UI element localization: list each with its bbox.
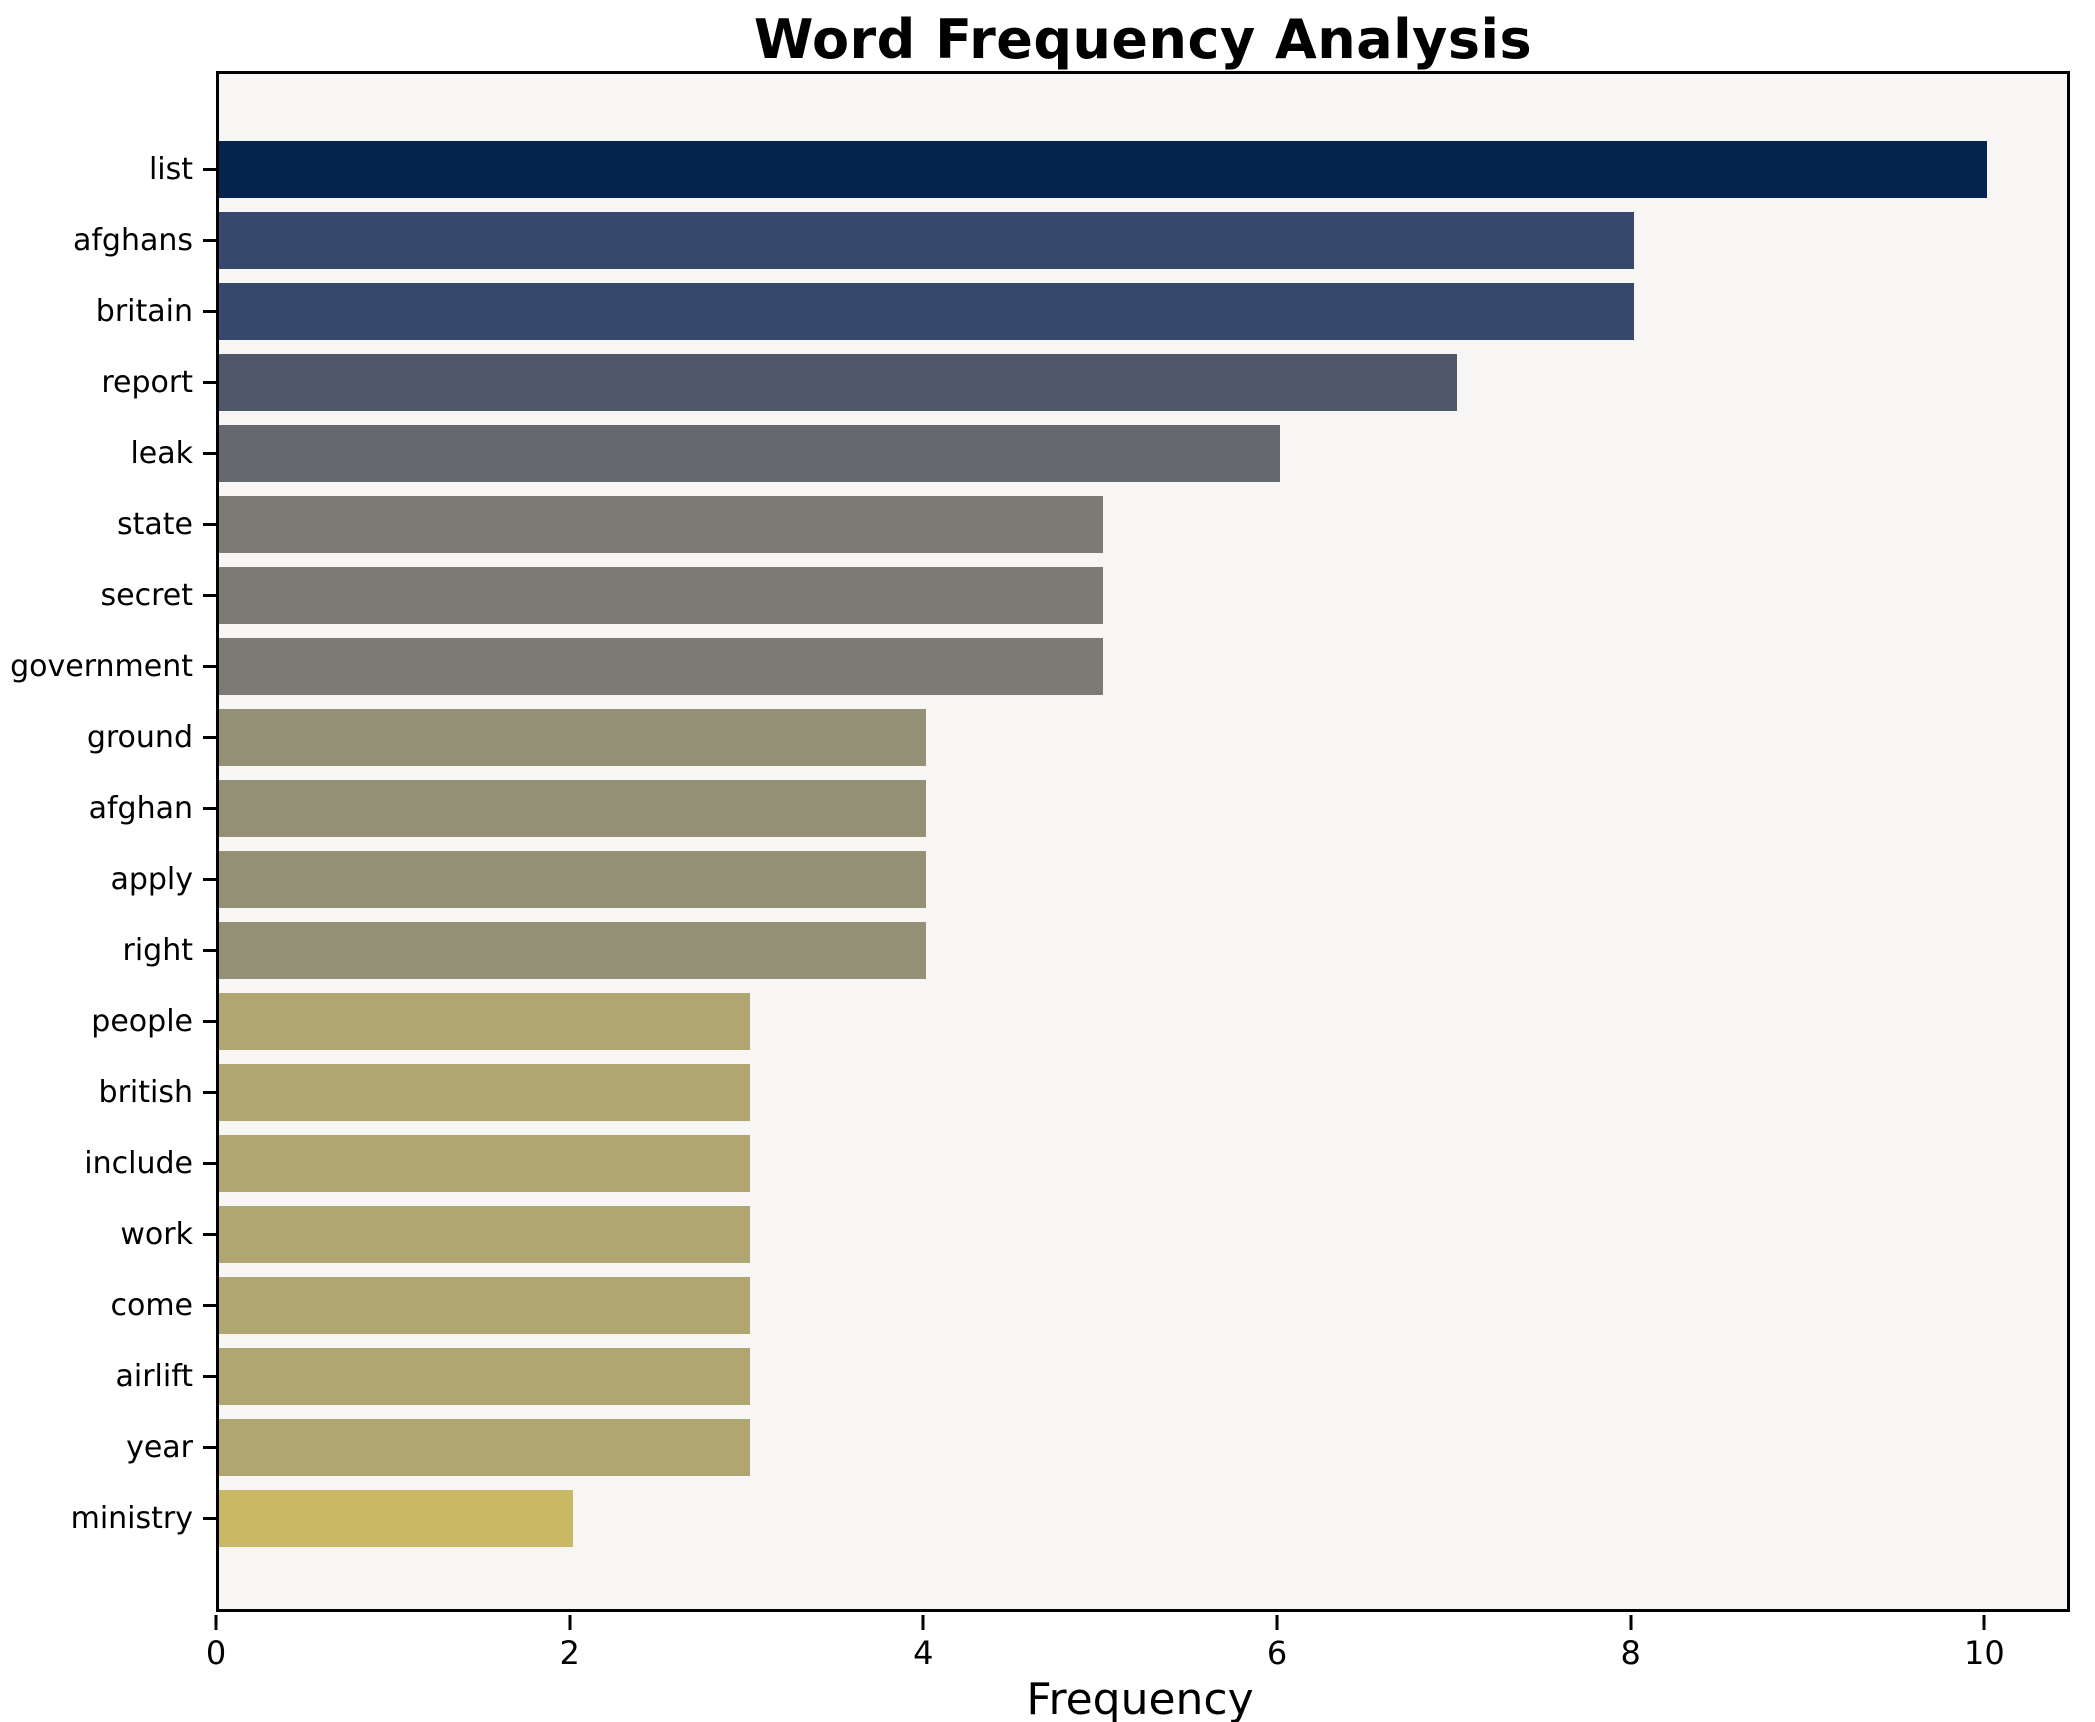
bar-airlift [219,1348,750,1405]
y-tick-label: state [117,507,193,542]
y-tick-label: secret [100,578,193,613]
y-tick-label: leak [130,436,193,471]
x-tick-mark [568,1615,572,1630]
x-axis: Frequency 0 2 4 6 8 10 [206,1612,2064,1722]
bar-row: ministry [71,1483,2067,1554]
x-axis-label: Frequency [1026,1674,1254,1722]
bar-row: people [91,986,2067,1057]
y-tick-mark [203,1375,216,1378]
x-tick-mark [1629,1615,1633,1630]
y-tick-mark [203,1517,216,1520]
y-tick-mark [203,665,216,668]
bar-work [219,1206,750,1263]
bar-row: leak [130,418,2067,489]
y-tick-mark [203,949,216,952]
bar-include [219,1135,750,1192]
y-tick-label: right [122,933,194,968]
bar-year [219,1419,750,1476]
bar-leak [219,425,1281,482]
y-tick-label: afghan [88,791,193,826]
bar-list [219,141,1988,198]
y-tick-mark [203,239,216,242]
y-tick-label: report [101,365,193,400]
bar-row: british [99,1057,2067,1128]
bar-right [219,922,927,979]
x-tick-label: 6 [1266,1634,1288,1672]
bar-state [219,496,1104,553]
y-tick-mark [203,168,216,171]
bar-row: afghan [89,773,2067,844]
y-tick-label: afghans [72,223,193,258]
x-tick-label: 8 [1620,1634,1641,1672]
y-tick-mark [203,594,216,597]
y-tick-mark [203,1162,216,1165]
bar-ground [219,709,927,766]
bar-row: work [120,1199,2067,1270]
bar-british [219,1064,750,1121]
y-tick-mark [203,523,216,526]
x-tick-mark [214,1615,218,1630]
bar-row: apply [110,844,2067,915]
bar-row: come [110,1270,2067,1341]
x-tick-label: 0 [205,1634,227,1672]
y-tick-label: people [91,1004,193,1039]
y-tick-mark [203,736,216,739]
bar-government [219,638,1104,695]
bar-row: report [101,347,2067,418]
bar-row: afghans [73,205,2067,276]
chart-title: Word Frequency Analysis [753,8,1533,71]
bar-row: secret [101,560,2067,631]
y-tick-label: apply [110,862,193,897]
bar-come [219,1277,750,1334]
y-tick-mark [203,381,216,384]
x-tick-mark [921,1615,925,1630]
y-tick-mark [203,807,216,810]
bar-afghans [219,212,1634,269]
bar-britain [219,283,1634,340]
bar-afghan [219,780,927,837]
plot-area: list afghans britain report leak state secret g… [10,71,2070,1612]
bar-row: state [117,489,2067,560]
x-tick-mark [1982,1615,1986,1630]
bar-row: government [10,631,2067,702]
bar-report [219,354,1457,411]
bar-people [219,993,750,1050]
y-tick-mark [203,1020,216,1023]
y-tick-mark [203,310,216,313]
y-tick-mark [203,1304,216,1307]
bar-row: right [123,915,2067,986]
y-tick-mark [203,1446,216,1449]
y-tick-label: work [120,1217,193,1252]
bar-row: include [84,1128,2067,1199]
bar-row: year [126,1412,2067,1483]
x-tick-label: 2 [559,1634,580,1672]
x-tick-mark [1275,1615,1279,1630]
bar-row: airlift [115,1341,2067,1412]
y-tick-mark [203,1233,216,1236]
y-tick-label: year [126,1430,193,1465]
y-tick-label: airlift [115,1359,193,1394]
y-tick-label: british [98,1075,193,1110]
y-tick-mark [203,452,216,455]
y-tick-label: government [10,649,193,684]
y-tick-label: include [84,1146,193,1181]
x-tick-label: 10 [1964,1634,2005,1672]
y-tick-label: ground [86,720,193,755]
y-tick-label: ministry [70,1501,193,1536]
bar-row: list [149,134,2067,205]
y-tick-mark [203,878,216,881]
y-tick-mark [203,1091,216,1094]
y-tick-label: britain [95,294,193,329]
bar-row: britain [96,276,2067,347]
bar-secret [219,567,1104,624]
bar-ministry [219,1490,573,1547]
y-tick-label: list [148,152,193,187]
bar-group: list afghans britain report leak state secret g… [10,134,2067,1554]
bar-row: ground [87,702,2067,773]
bar-apply [219,851,927,908]
y-tick-label: come [110,1288,193,1323]
x-tick-label: 4 [913,1634,934,1672]
